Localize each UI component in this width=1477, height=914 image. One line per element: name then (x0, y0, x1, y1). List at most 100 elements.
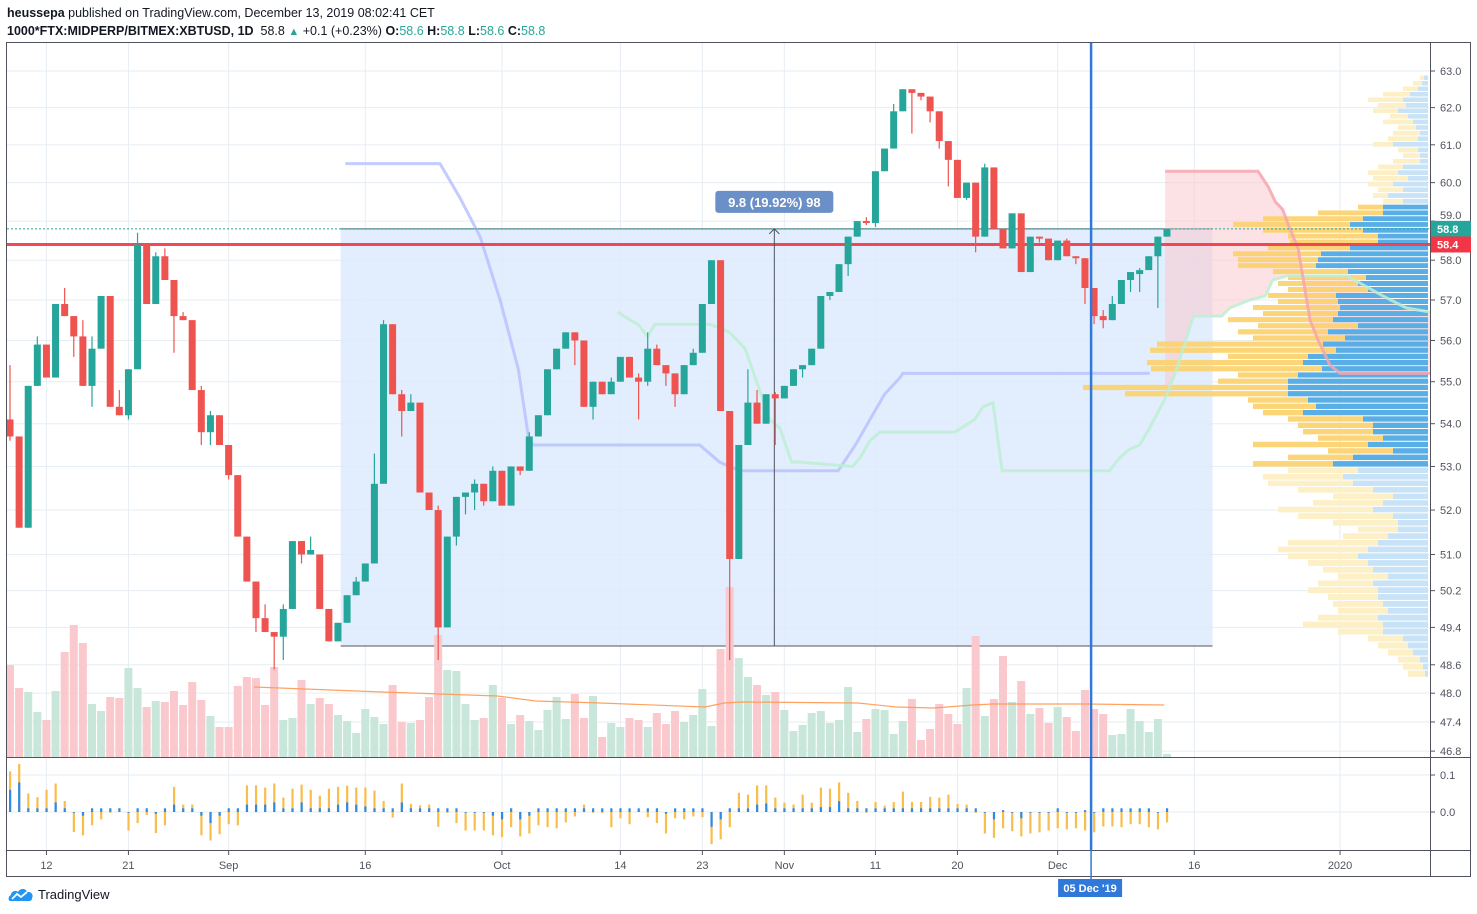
candle-body (635, 377, 643, 382)
volume-bar (589, 696, 598, 757)
price-tick-label: 59.0 (1440, 210, 1461, 222)
osc-buy-bar (728, 808, 731, 812)
candle-body (999, 228, 1007, 249)
level-price-badge (1431, 236, 1471, 253)
profile-sell-bar (1390, 114, 1408, 119)
profile-buy-bar (1393, 448, 1428, 454)
profile-buy-bar (1403, 164, 1428, 170)
osc-total-bar (938, 797, 941, 812)
crosshair-date-label: 05 Dec '19 (1063, 883, 1116, 895)
osc-buy-bar (692, 808, 695, 812)
candle-body (1063, 240, 1071, 257)
time-tick-label: 23 (696, 860, 708, 872)
candle-body (1026, 236, 1034, 273)
author-name[interactable]: heussepa (7, 6, 65, 20)
osc-buy-bar (154, 812, 157, 814)
osc-buy-bar (218, 812, 221, 816)
profile-buy-bar (1378, 587, 1428, 594)
osc-total-bar (500, 812, 504, 838)
high-value: 58.8 (440, 24, 465, 38)
osc-total-bar (1065, 812, 1068, 830)
osc-buy-bar (127, 812, 130, 813)
profile-sell-bar (1147, 359, 1303, 366)
candle-body (316, 554, 324, 609)
candle-body (7, 419, 14, 437)
candle-body (325, 608, 333, 642)
candle-body (589, 381, 597, 407)
profile-sell-bar (1083, 384, 1288, 391)
candle-body (452, 496, 460, 537)
profile-buy-bar (1398, 526, 1428, 533)
osc-buy-bar (592, 808, 595, 812)
symbol-title[interactable]: 1000*FTX:MIDPERP/BITMEX:XBTUSD, 1D (7, 24, 254, 38)
open-value: 58.6 (399, 24, 424, 38)
osc-buy-bar (27, 808, 30, 812)
candle-body (225, 444, 233, 476)
candle-body (252, 581, 260, 619)
candle-body (370, 483, 378, 564)
profile-sell-bar (1338, 607, 1388, 614)
osc-buy-bar (1156, 812, 1160, 813)
volume-bar (233, 686, 242, 757)
volume-bar (97, 711, 106, 757)
osc-total-bar (801, 794, 804, 812)
time-tick-label: Nov (775, 860, 795, 872)
osc-total-bar (27, 793, 30, 812)
osc-total-bar (737, 792, 740, 812)
volume-bar (680, 722, 689, 757)
profile-sell-bar (1228, 353, 1308, 359)
profile-buy-bar (1393, 142, 1428, 147)
osc-buy-bar (756, 804, 759, 812)
osc-total-bar (1056, 812, 1059, 829)
candle-body (188, 320, 196, 391)
osc-buy-bar (200, 812, 203, 816)
osc-buy-bar (1011, 812, 1014, 813)
candle-body (735, 444, 743, 559)
osc-buy-bar (45, 808, 48, 812)
osc-total-bar (1102, 812, 1105, 827)
profile-sell-bar (1258, 323, 1358, 329)
price-tick-label: 46.8 (1440, 746, 1461, 758)
candle-body (1099, 316, 1107, 321)
osc-buy-bar (1165, 808, 1169, 812)
candle-body (908, 89, 916, 93)
profile-sell-bar (1408, 670, 1425, 677)
osc-buy-bar (1111, 808, 1114, 812)
volume-bar (707, 726, 716, 757)
osc-total-bar (464, 812, 467, 831)
candle-body (963, 182, 971, 198)
price-tick-label: 50.2 (1440, 586, 1461, 598)
volume-bar (598, 737, 607, 757)
candle-body (407, 402, 415, 412)
volume-bar (807, 713, 816, 757)
osc-buy-bar (810, 808, 813, 812)
profile-buy-bar (1345, 335, 1428, 341)
time-tick-label: 21 (122, 860, 134, 872)
volume-bar (953, 724, 962, 757)
volume-bar (352, 733, 361, 757)
volume-bar (215, 727, 224, 757)
osc-buy-bar (327, 808, 331, 812)
profile-sell-bar (1413, 81, 1422, 86)
osc-total-bar (929, 796, 932, 812)
osc-buy-bar (737, 808, 740, 812)
profile-buy-bar (1316, 263, 1428, 269)
volume-bar (297, 680, 306, 757)
volume-bar (1071, 731, 1080, 757)
volume-bar (798, 725, 807, 757)
profile-sell-bar (1233, 251, 1321, 257)
candle-body (990, 167, 998, 229)
profile-sell-bar (1151, 366, 1322, 372)
profile-buy-bar (1418, 147, 1428, 153)
profile-buy-bar (1288, 378, 1428, 384)
volume-bar (734, 658, 743, 757)
volume-bar (971, 636, 980, 757)
profile-sell-bar (1238, 329, 1328, 335)
profile-buy-bar (1368, 286, 1428, 292)
profile-sell-bar (1383, 198, 1403, 204)
osc-total-bar (473, 812, 476, 831)
osc-total-bar (546, 812, 549, 828)
brand-name[interactable]: TradingView (38, 886, 110, 902)
osc-total-bar (172, 786, 176, 812)
